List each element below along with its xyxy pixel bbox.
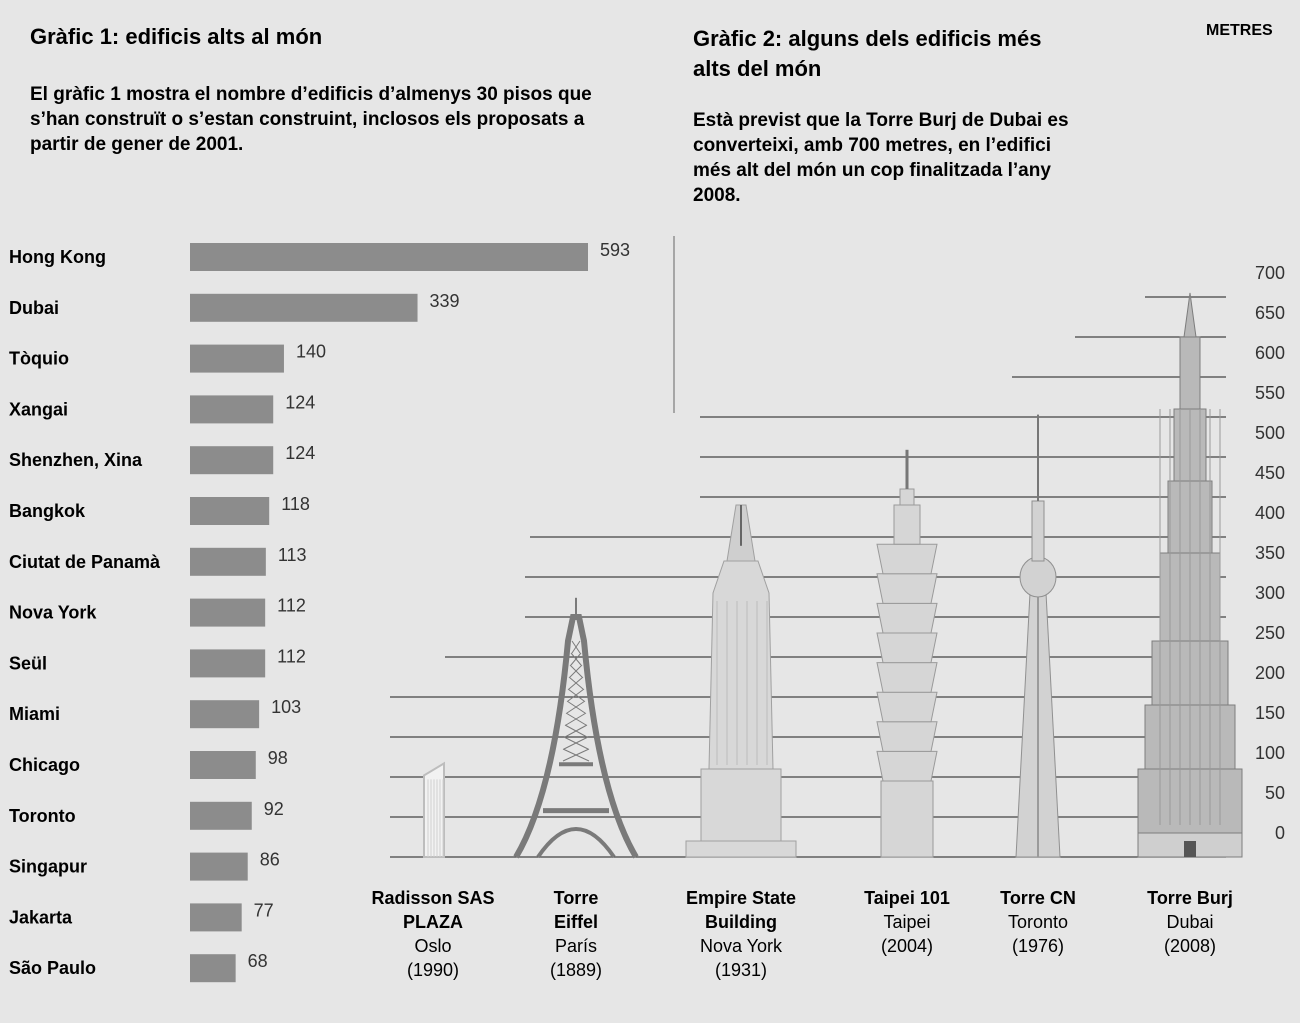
building-taipei-101 — [876, 449, 938, 858]
building-name: Radisson SAS PLAZA — [371, 888, 495, 932]
bar-label: Seül — [9, 653, 47, 673]
bar-value: 77 — [254, 900, 274, 920]
bar-value: 113 — [278, 545, 307, 565]
y-tick-label: 400 — [1255, 503, 1285, 523]
building-city: Oslo — [414, 936, 452, 956]
bar-value: 124 — [285, 443, 315, 463]
bar-label: Ciutat de Panamà — [9, 552, 161, 572]
bar — [190, 547, 266, 576]
bar-label: Dubai — [9, 298, 59, 318]
bar-value: 118 — [281, 494, 310, 514]
bar — [190, 751, 256, 779]
bar-value: 140 — [296, 342, 326, 362]
y-tick-label: 550 — [1255, 383, 1285, 403]
bar-label: Nova York — [9, 603, 97, 623]
bar-label: Miami — [9, 704, 60, 724]
y-tick-label: 150 — [1255, 703, 1285, 723]
bar-label: Bangkok — [9, 501, 86, 521]
y-tick-label: 500 — [1255, 423, 1285, 443]
y-tick-label: 650 — [1255, 303, 1285, 323]
bar — [190, 446, 274, 475]
bar — [190, 598, 266, 627]
bar-value: 339 — [430, 291, 460, 311]
building-year: (2008) — [1163, 936, 1217, 956]
building-year: (1976) — [1011, 936, 1065, 956]
bar-label: Singapur — [9, 857, 87, 877]
bar — [190, 395, 274, 424]
chart1-description: El gràfic 1 mostra el nombre d’edificis … — [30, 84, 592, 155]
bar-label: Xangai — [9, 399, 68, 419]
bar — [190, 903, 242, 932]
y-tick-label: 0 — [1275, 823, 1285, 843]
bar-value: 92 — [264, 799, 284, 819]
building-name: Torre CN — [1000, 888, 1076, 908]
bar — [190, 243, 588, 271]
y-tick-label: 200 — [1255, 663, 1285, 683]
bar-value: 98 — [268, 748, 288, 768]
bar-value: 112 — [277, 646, 306, 666]
building-year: (2004) — [880, 936, 934, 956]
y-tick-label: 700 — [1255, 263, 1285, 283]
chart2-description: Està previst que la Torre Burj de Dubai … — [693, 110, 1069, 206]
building-city: Taipei — [883, 912, 931, 932]
bar-label: Chicago — [9, 755, 80, 775]
bar-value: 124 — [285, 392, 315, 412]
building-caption: Radisson SAS PLAZA Oslo (1990) — [358, 886, 508, 982]
bar — [190, 852, 248, 881]
building-radisson — [423, 761, 445, 858]
building-caption: Torre Eiffel París (1889) — [531, 886, 621, 982]
bar-label: São Paulo — [9, 958, 96, 978]
building-year: (1990) — [406, 960, 460, 980]
building-name: Empire State Building — [685, 888, 797, 932]
bar-value: 68 — [248, 951, 268, 971]
bar-value: 593 — [600, 240, 630, 260]
building-caption: Empire State Building Nova York (1931) — [661, 886, 821, 982]
bar — [190, 649, 266, 678]
building-year: (1889) — [549, 960, 603, 980]
building-caption: Torre CN Toronto (1976) — [953, 886, 1123, 958]
building-caption: Taipei 101 Taipei (2004) — [822, 886, 992, 958]
building-city: París — [554, 936, 597, 956]
building-caption: Torre Burj Dubai (2008) — [1105, 886, 1275, 958]
bar-value: 86 — [260, 850, 280, 870]
building-empire-state — [685, 504, 797, 858]
y-tick-label: 300 — [1255, 583, 1285, 603]
bar-label: Toronto — [9, 806, 76, 826]
building-name: Torre Eiffel — [553, 888, 599, 932]
bar — [190, 700, 260, 729]
building-year: (1931) — [714, 960, 768, 980]
bar-label: Hong Kong — [9, 247, 106, 267]
y-tick-label: 600 — [1255, 343, 1285, 363]
bar — [190, 954, 236, 983]
bar-value: 112 — [277, 596, 306, 616]
bar — [190, 344, 284, 373]
chart1-title: Gràfic 1: edificis alts al món — [30, 24, 323, 49]
building-eiffel — [513, 597, 639, 859]
chart2-title: Gràfic 2: alguns dels edificis més alts … — [693, 26, 1042, 81]
bar-label: Tòquio — [9, 349, 69, 369]
building-city: Nova York — [699, 936, 783, 956]
bar — [190, 497, 270, 525]
building-burj — [1137, 292, 1243, 858]
bar-value: 103 — [271, 697, 301, 717]
bar-label: Shenzhen, Xina — [9, 450, 143, 470]
y-axis-unit-label: METRES — [1206, 22, 1273, 39]
building-city: Dubai — [1166, 912, 1214, 932]
bar — [190, 801, 252, 830]
y-tick-label: 50 — [1265, 783, 1285, 803]
bar-chart-tall-buildings: Hong Kong 593 Dubai 339 Tòquio 140 Xangai 124 Sh… — [9, 240, 630, 983]
building-name: Torre Burj — [1147, 888, 1233, 908]
y-tick-label: 350 — [1255, 543, 1285, 563]
y-tick-label: 250 — [1255, 623, 1285, 643]
bar — [190, 293, 418, 322]
building-name: Taipei 101 — [864, 888, 950, 908]
y-tick-label: 450 — [1255, 463, 1285, 483]
building-cn-tower — [1015, 414, 1061, 858]
building-city: Toronto — [1007, 912, 1069, 932]
y-tick-label: 100 — [1255, 743, 1285, 763]
bar-label: Jakarta — [9, 907, 73, 927]
